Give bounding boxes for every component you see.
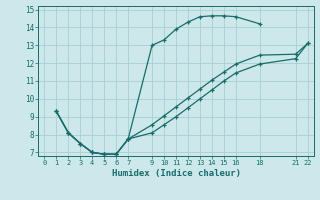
X-axis label: Humidex (Indice chaleur): Humidex (Indice chaleur): [111, 169, 241, 178]
